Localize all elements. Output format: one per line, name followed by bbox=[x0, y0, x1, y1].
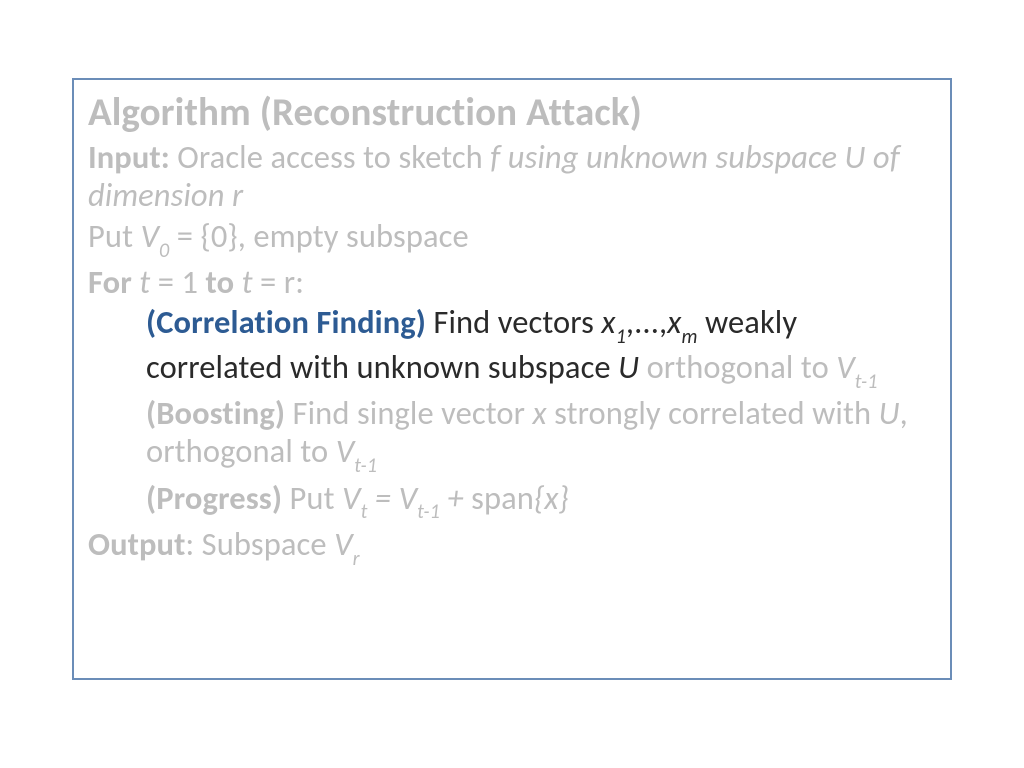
progress-label: (Progress) bbox=[146, 478, 282, 518]
corr-x1: x bbox=[601, 302, 615, 342]
corr-dots: ,..., bbox=[626, 302, 667, 342]
to-kw: to bbox=[206, 262, 235, 302]
correlation-step: (Correlation Finding) Find vectors x1,..… bbox=[88, 303, 932, 392]
boosting-label: (Boosting) bbox=[146, 393, 285, 433]
boost-x: x bbox=[533, 393, 547, 433]
output-label: Output bbox=[88, 524, 185, 564]
prog-Vt1: V bbox=[399, 478, 418, 518]
init-sub: 0 bbox=[159, 239, 169, 263]
init-rest: = {0}, empty subspace bbox=[169, 216, 468, 256]
prog-t: t bbox=[361, 500, 368, 524]
prog-set: {x} bbox=[534, 478, 569, 518]
progress-step: (Progress) Put Vt = Vt-1 + span{x} bbox=[88, 479, 932, 523]
for-line: For t = 1 to t = r: bbox=[88, 263, 932, 301]
for-t1: t bbox=[132, 262, 158, 302]
input-line: Input: Oracle access to sketch f using u… bbox=[88, 138, 932, 215]
boost-V: V bbox=[336, 431, 355, 471]
prog-plus: + bbox=[440, 478, 471, 518]
boosting-step: (Boosting) Find single vector x strongly… bbox=[88, 394, 932, 477]
output-colon: : Subspace bbox=[185, 524, 334, 564]
corr-s1: 1 bbox=[616, 325, 626, 349]
corr-find: Find vectors bbox=[426, 302, 601, 342]
prog-span: span bbox=[471, 478, 534, 518]
prog-put: Put bbox=[282, 478, 342, 518]
algorithm-title: Algorithm (Reconstruction Attack) bbox=[88, 90, 932, 136]
for-kw: For bbox=[88, 262, 132, 302]
prog-Vt: V bbox=[342, 478, 361, 518]
boost-t1: Find single vector bbox=[285, 393, 532, 433]
algorithm-box: Algorithm (Reconstruction Attack) Input:… bbox=[72, 78, 952, 680]
prog-t1: t-1 bbox=[417, 500, 440, 524]
for-eq1: = 1 bbox=[158, 262, 206, 302]
corr-line3: orthogonal to bbox=[647, 347, 837, 387]
correlation-label: (Correlation Finding) bbox=[146, 302, 426, 342]
init-var: V bbox=[141, 216, 160, 256]
corr-U: U bbox=[618, 347, 639, 387]
prog-eq: = bbox=[367, 478, 398, 518]
init-put: Put bbox=[88, 216, 141, 256]
init-line: Put V0 = {0}, empty subspace bbox=[88, 217, 932, 261]
output-line: Output: Subspace Vr bbox=[88, 525, 932, 569]
output-r: r bbox=[353, 547, 360, 571]
corr-V: V bbox=[836, 347, 855, 387]
for-t2: t bbox=[234, 262, 260, 302]
for-eqr: = r bbox=[260, 262, 295, 302]
for-colon: : bbox=[295, 262, 304, 302]
corr-sm: m bbox=[681, 325, 697, 349]
output-V: V bbox=[334, 524, 353, 564]
boost-t1sub: t-1 bbox=[354, 454, 377, 478]
boost-t2: strongly correlated with bbox=[547, 393, 879, 433]
corr-xm: x bbox=[667, 302, 681, 342]
input-text: Oracle access to sketch bbox=[170, 137, 490, 177]
boost-U: U bbox=[879, 393, 900, 433]
corr-t1: t-1 bbox=[855, 370, 878, 394]
input-label: Input: bbox=[88, 137, 170, 177]
